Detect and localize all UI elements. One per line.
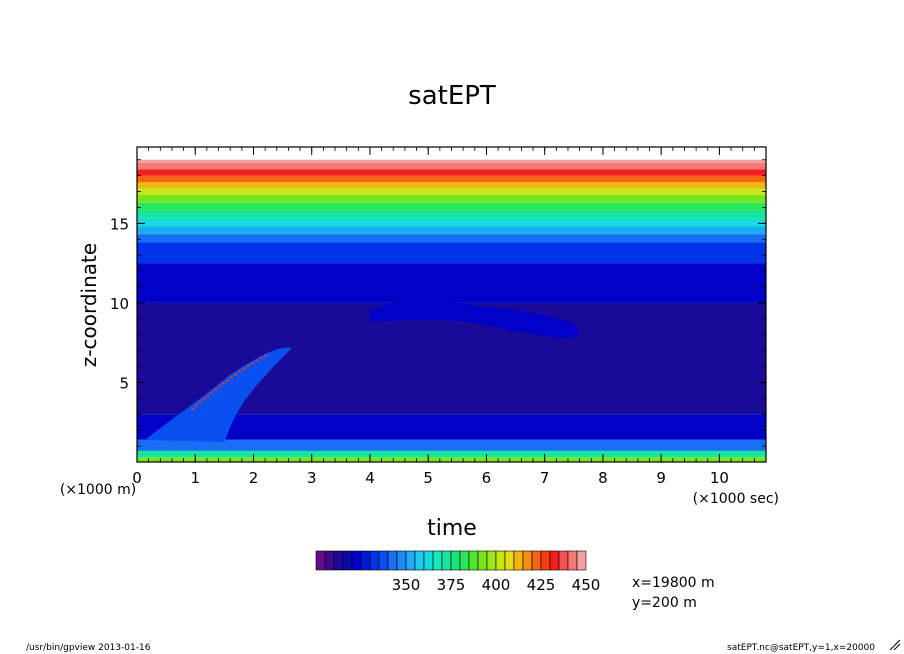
contour-band xyxy=(137,175,766,182)
low-level-plume xyxy=(145,347,292,442)
colorbar-swatch xyxy=(360,550,371,571)
x-tick-label: 4 xyxy=(365,469,375,487)
footer-right: satEPT.nc@satEPT,y=1,x=20000 xyxy=(727,643,875,653)
colorbar-swatch xyxy=(531,550,542,571)
contour-band xyxy=(137,169,766,176)
colorbar xyxy=(315,550,587,571)
colorbar-swatch xyxy=(387,550,398,571)
y-axis-label: z-coordinate xyxy=(77,243,101,367)
contour-band xyxy=(137,218,766,227)
colorbar-swatch xyxy=(468,550,479,571)
contour-band xyxy=(137,234,766,243)
y-axis-ticks: 5 10 15 xyxy=(110,159,766,447)
colorbar-swatch xyxy=(522,550,533,571)
colorbar-swatch xyxy=(396,550,407,571)
y-position-info: y=200 m xyxy=(632,595,697,611)
colorbar-swatch xyxy=(477,550,488,571)
contour-band xyxy=(137,210,766,219)
x-tick-label: 5 xyxy=(423,469,433,487)
chart-title: satEPT xyxy=(408,81,496,111)
colorbar-swatch xyxy=(576,550,587,571)
y-tick-label: 10 xyxy=(110,295,129,313)
x-tick-label: 8 xyxy=(598,469,608,487)
mid-level-cloud-lobe xyxy=(370,300,579,339)
footer-left: /usr/bin/gpview 2013-01-16 xyxy=(26,643,151,653)
x-tick-label: 9 xyxy=(656,469,666,487)
colorbar-swatch xyxy=(333,550,344,571)
colorbar-swatch xyxy=(378,550,389,571)
contour-band xyxy=(137,226,766,235)
colorbar-swatch xyxy=(441,550,452,571)
colorbar-swatch xyxy=(558,550,569,571)
colorbar-swatch xyxy=(342,550,353,571)
x-axis-ticks: 0 1 2 3 4 5 6 7 8 9 10 xyxy=(132,147,767,487)
contour-band xyxy=(137,194,766,203)
x-tick-label: 1 xyxy=(190,469,200,487)
contour-band xyxy=(137,182,766,189)
colorbar-swatch xyxy=(486,550,497,571)
contour-band xyxy=(137,439,766,451)
colorbar-swatch xyxy=(369,550,380,571)
y-unit-label: (×1000 m) xyxy=(60,482,136,498)
contour-band xyxy=(137,162,766,170)
colorbar-swatch xyxy=(504,550,515,571)
y-tick-label: 5 xyxy=(119,374,129,392)
contour-features xyxy=(145,300,579,442)
x-tick-label: 0 xyxy=(132,469,142,487)
contour-band xyxy=(137,188,766,195)
x-tick-label: 3 xyxy=(307,469,317,487)
colorbar-swatch xyxy=(540,550,551,571)
contour-band xyxy=(137,159,766,163)
x-tick-label: 2 xyxy=(249,469,259,487)
y-tick-label: 15 xyxy=(110,215,129,233)
contour-band xyxy=(137,414,766,440)
colorbar-swatch xyxy=(315,550,326,571)
contour-band xyxy=(137,450,766,458)
colorbar-tick-label: 425 xyxy=(527,576,556,594)
x-tick-label: 7 xyxy=(540,469,550,487)
colorbar-tick-label: 375 xyxy=(437,576,466,594)
contour-band xyxy=(137,242,766,264)
contour-bands xyxy=(137,147,766,462)
x-unit-label: (×1000 sec) xyxy=(693,491,779,507)
x-tick-label: 6 xyxy=(482,469,492,487)
colorbar-swatch xyxy=(513,550,524,571)
contour-band xyxy=(137,263,766,303)
colorbar-labels: 350 375 400 425 450 xyxy=(392,576,601,594)
colorbar-tick-label: 450 xyxy=(572,576,601,594)
colorbar-swatch xyxy=(495,550,506,571)
colorbar-swatch xyxy=(432,550,443,571)
contour-band xyxy=(137,202,766,211)
x-tick-label: 10 xyxy=(710,469,729,487)
colorbar-swatch xyxy=(567,550,578,571)
colorbar-swatch xyxy=(450,550,461,571)
x-axis-label: time xyxy=(427,516,477,541)
colorbar-swatch xyxy=(324,550,335,571)
plot-area: 0 1 2 3 4 5 6 7 8 9 10 5 10 15 xyxy=(110,146,767,487)
colorbar-tick-label: 400 xyxy=(482,576,511,594)
x-position-info: x=19800 m xyxy=(632,575,715,591)
colorbar-tick-label: 350 xyxy=(392,576,421,594)
colorbar-swatch xyxy=(414,550,425,571)
colorbar-swatch xyxy=(405,550,416,571)
colorbar-swatch xyxy=(459,550,470,571)
colorbar-swatch xyxy=(423,550,434,571)
colorbar-swatch xyxy=(549,550,560,571)
resize-grip-icon[interactable] xyxy=(888,638,900,650)
colorbar-swatch xyxy=(351,550,362,571)
